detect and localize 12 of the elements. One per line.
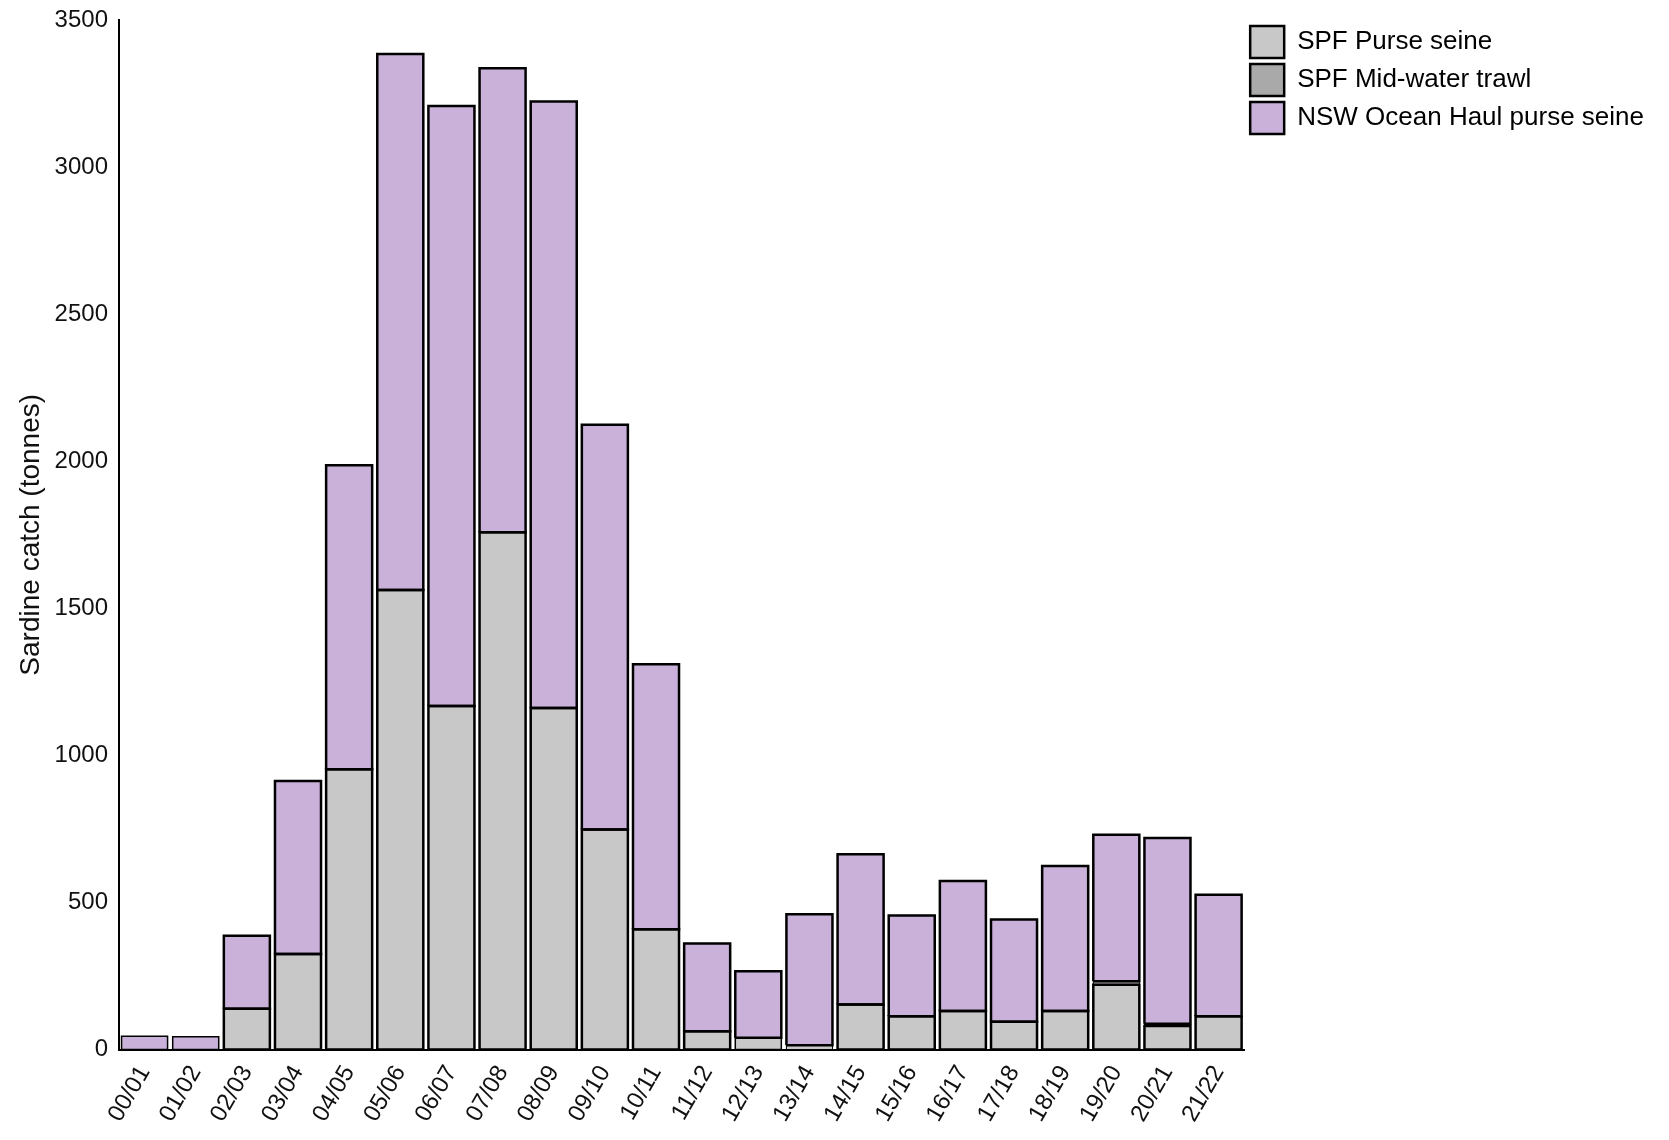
y-axis-title: Sardine catch (tonnes): [13, 393, 45, 676]
y-tick-label: 500: [67, 887, 108, 915]
y-tick-label: 1500: [54, 592, 108, 620]
y-tick-label: 2000: [54, 445, 108, 473]
y-tick-label: 2500: [54, 298, 108, 326]
y-tick-label: 3000: [54, 151, 108, 179]
legend-label: SPF Purse seine: [1297, 25, 1493, 56]
y-tick-label: 1000: [54, 740, 108, 768]
y-tick-label: 0: [94, 1034, 108, 1062]
y-tick-label: 3500: [54, 4, 108, 32]
legend-label: SPF Mid-water trawl: [1297, 63, 1532, 94]
legend-label: NSW Ocean Haul purse seine: [1297, 101, 1644, 132]
